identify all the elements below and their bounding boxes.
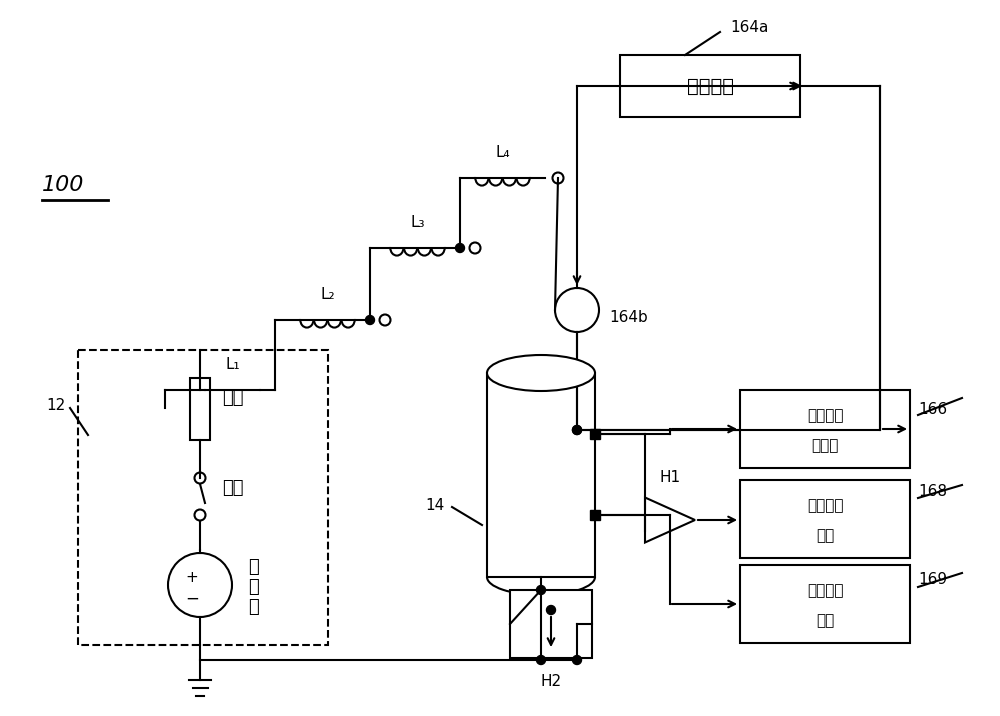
Circle shape <box>270 385 280 395</box>
Text: L₄: L₄ <box>495 145 510 160</box>
Text: H2: H2 <box>540 674 562 689</box>
Text: 开关: 开关 <box>222 479 244 497</box>
Circle shape <box>536 586 546 594</box>
Text: 169: 169 <box>918 573 947 588</box>
Circle shape <box>168 553 232 617</box>
Text: L₃: L₃ <box>410 215 425 230</box>
Text: 反馈电路: 反馈电路 <box>686 77 734 95</box>
Bar <box>740 565 910 643</box>
Bar <box>487 373 595 577</box>
Text: 反射率检: 反射率检 <box>807 409 843 423</box>
Circle shape <box>572 425 582 435</box>
Text: 直: 直 <box>248 558 259 576</box>
Bar <box>590 429 600 439</box>
Bar <box>190 378 210 440</box>
Text: H1: H1 <box>659 470 681 485</box>
Polygon shape <box>645 498 695 543</box>
Text: 164b: 164b <box>609 311 648 326</box>
Circle shape <box>552 173 564 183</box>
Circle shape <box>194 510 206 521</box>
Text: 斜率检测: 斜率检测 <box>807 498 843 513</box>
Text: 100: 100 <box>42 175 84 195</box>
Circle shape <box>536 656 546 664</box>
Text: 14: 14 <box>426 498 445 513</box>
Text: L₂: L₂ <box>320 287 335 302</box>
Circle shape <box>572 425 582 435</box>
Circle shape <box>546 606 556 614</box>
Text: 压力检测: 压力检测 <box>807 584 843 599</box>
Bar <box>620 55 800 117</box>
Circle shape <box>194 473 206 483</box>
Text: 源: 源 <box>248 598 259 616</box>
Circle shape <box>366 316 374 324</box>
Text: 166: 166 <box>918 402 947 417</box>
Bar <box>78 350 328 645</box>
Circle shape <box>456 243 464 253</box>
Circle shape <box>380 314 390 326</box>
Text: 测单元: 测单元 <box>811 438 839 453</box>
Text: 电阱: 电阱 <box>222 389 244 407</box>
Text: 单元: 单元 <box>816 614 834 629</box>
Bar <box>510 590 592 658</box>
Text: 164a: 164a <box>730 21 768 36</box>
Text: −: − <box>185 590 199 608</box>
Circle shape <box>285 384 296 395</box>
Text: 单元: 单元 <box>816 528 834 543</box>
Bar <box>740 480 910 558</box>
Text: L₁: L₁ <box>225 357 240 372</box>
Circle shape <box>470 243 480 253</box>
Text: 12: 12 <box>47 397 66 412</box>
Bar <box>590 510 600 520</box>
Text: +: + <box>186 569 198 584</box>
Bar <box>740 390 910 468</box>
Text: 流: 流 <box>248 578 259 596</box>
Text: 168: 168 <box>918 485 947 500</box>
Circle shape <box>555 288 599 332</box>
Ellipse shape <box>487 355 595 391</box>
Circle shape <box>572 656 582 664</box>
